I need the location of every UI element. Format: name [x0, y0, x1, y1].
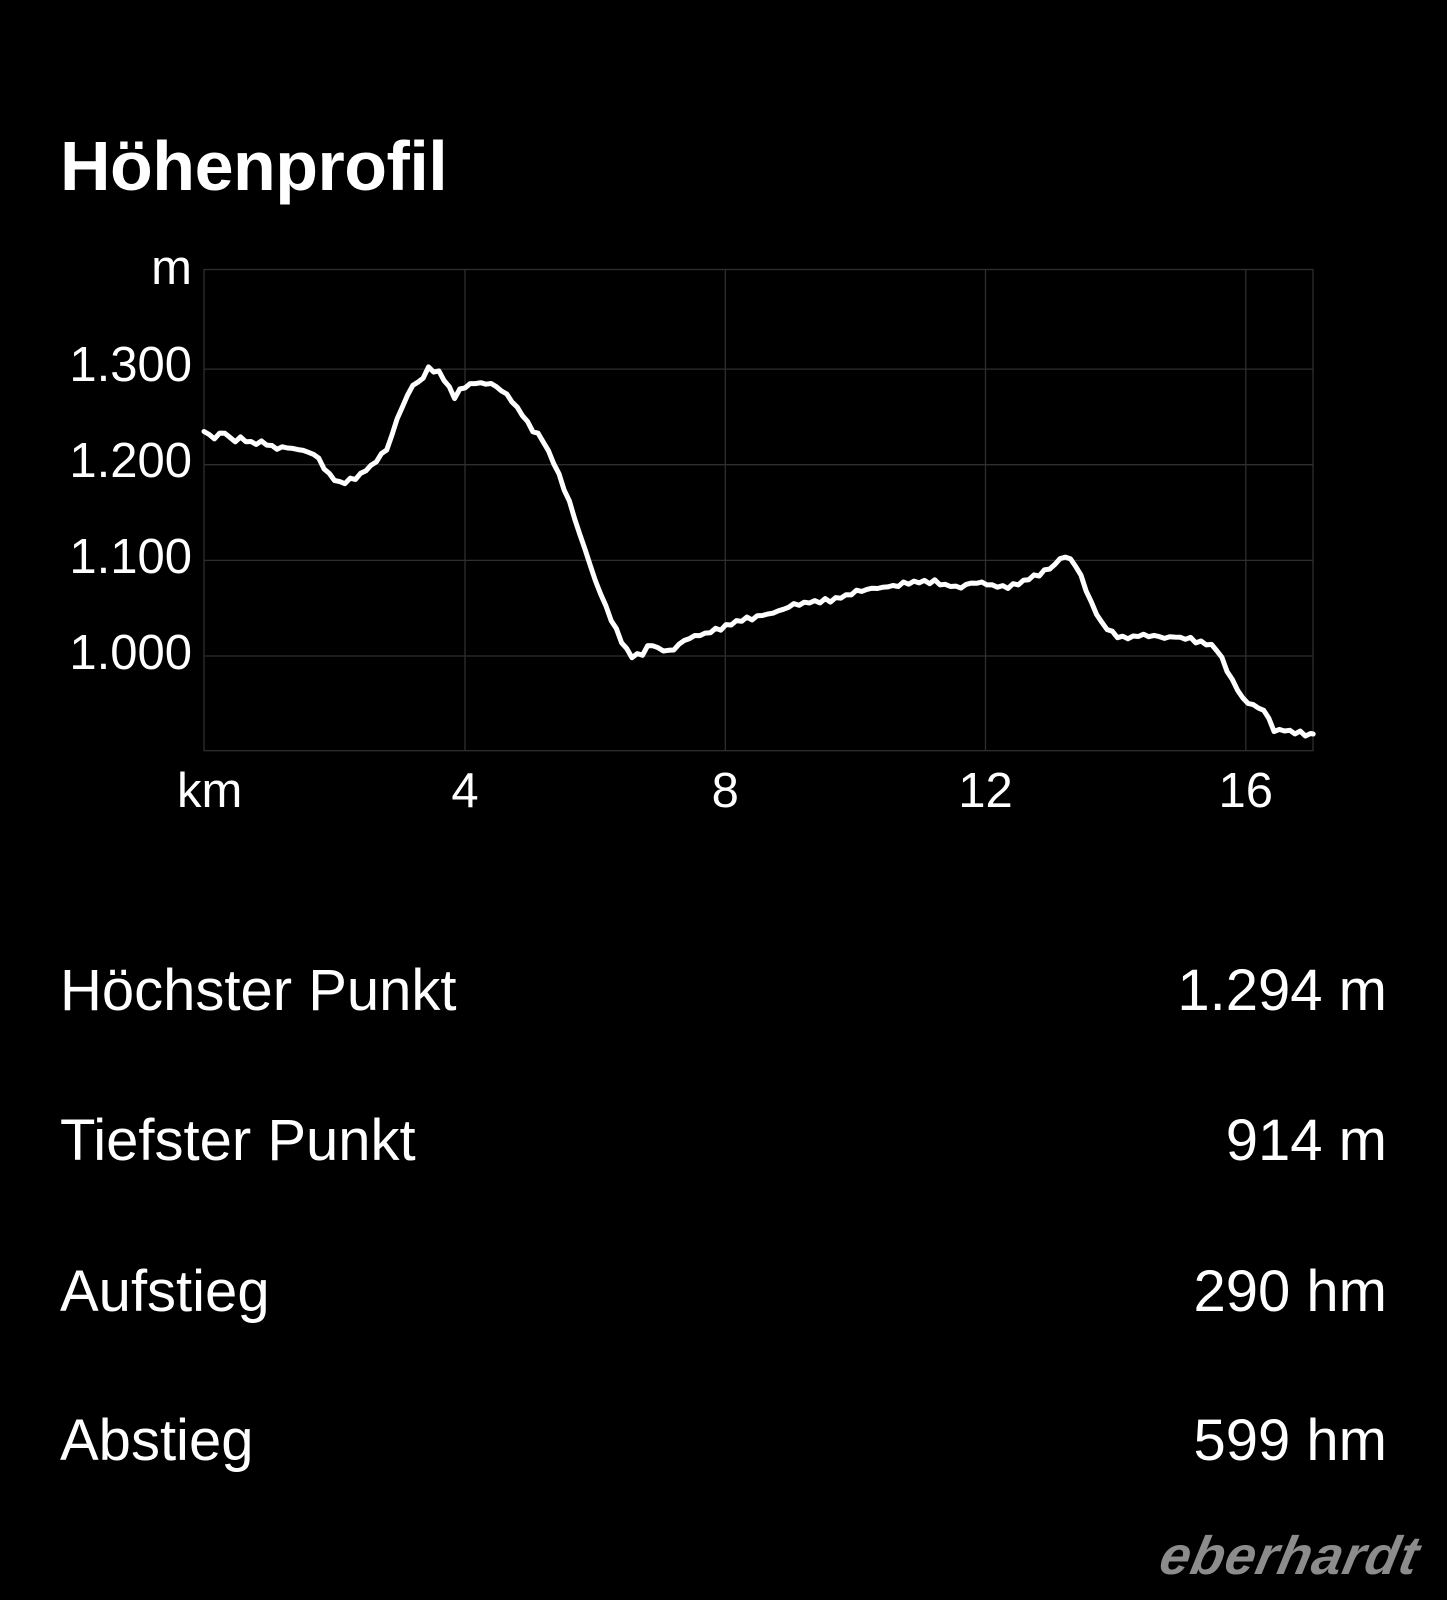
svg-text:1.000: 1.000 [69, 626, 192, 680]
svg-text:1.100: 1.100 [69, 530, 192, 584]
svg-text:1.300: 1.300 [69, 338, 192, 392]
svg-text:km: km [177, 764, 242, 818]
svg-text:16: 16 [1219, 764, 1274, 818]
svg-text:8: 8 [712, 764, 739, 818]
svg-text:m: m [151, 241, 192, 295]
svg-text:4: 4 [451, 764, 478, 818]
svg-text:1.200: 1.200 [69, 434, 192, 488]
svg-text:12: 12 [958, 764, 1013, 818]
